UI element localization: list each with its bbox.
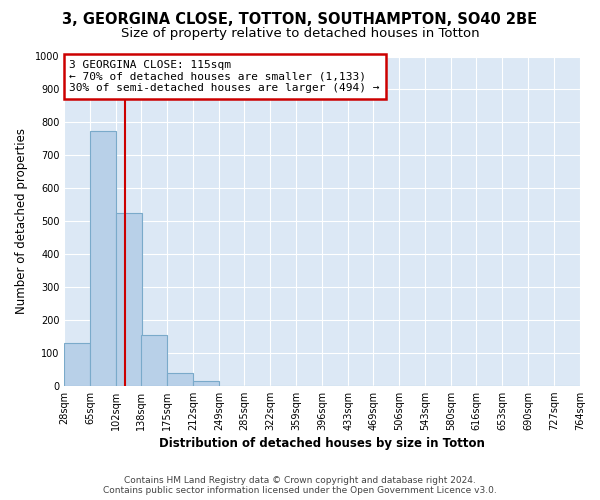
Bar	[90, 130, 116, 386]
Bar	[116, 213, 142, 386]
X-axis label: Distribution of detached houses by size in Totton: Distribution of detached houses by size …	[159, 437, 485, 450]
Text: Contains HM Land Registry data © Crown copyright and database right 2024.
Contai: Contains HM Land Registry data © Crown c…	[103, 476, 497, 495]
Bar	[142, 334, 167, 386]
Text: 3 GEORGINA CLOSE: 115sqm
← 70% of detached houses are smaller (1,133)
30% of sem: 3 GEORGINA CLOSE: 115sqm ← 70% of detach…	[70, 60, 380, 93]
Text: 3, GEORGINA CLOSE, TOTTON, SOUTHAMPTON, SO40 2BE: 3, GEORGINA CLOSE, TOTTON, SOUTHAMPTON, …	[62, 12, 538, 28]
Bar	[167, 372, 193, 386]
Text: Size of property relative to detached houses in Totton: Size of property relative to detached ho…	[121, 28, 479, 40]
Bar	[193, 381, 219, 386]
Bar	[64, 343, 90, 386]
Y-axis label: Number of detached properties: Number of detached properties	[15, 128, 28, 314]
